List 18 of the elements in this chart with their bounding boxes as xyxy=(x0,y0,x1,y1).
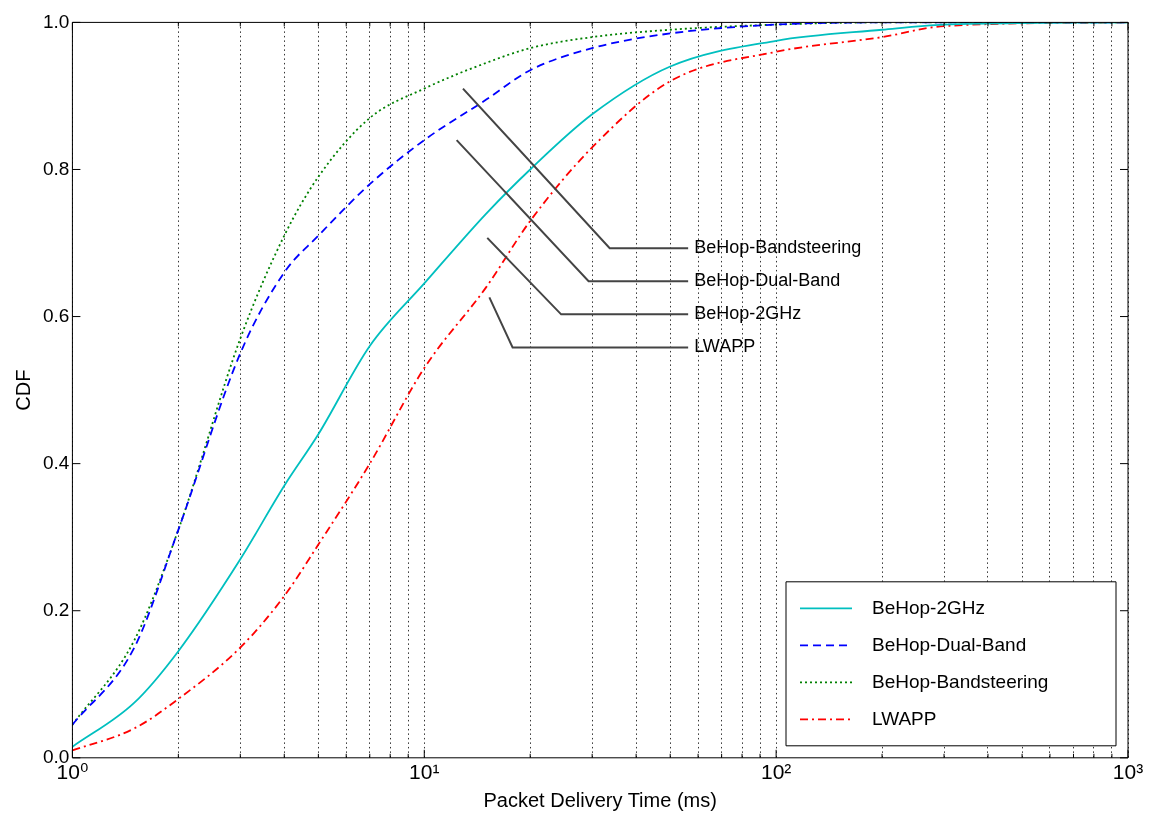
legend-label: BeHop-Dual-Band xyxy=(872,633,1027,655)
y-axis-title: CDF xyxy=(11,369,34,411)
x-tick-label: 10² xyxy=(760,760,792,784)
y-tick-label: 1.0 xyxy=(42,10,70,32)
x-tick-label: 10³ xyxy=(1112,760,1144,784)
x-axis-title: Packet Delivery Time (ms) xyxy=(483,788,717,811)
legend-label: LWAPP xyxy=(872,707,937,729)
annotation: LWAPP xyxy=(694,336,756,357)
y-tick-label: 0.2 xyxy=(42,598,70,620)
annotation: BeHop-Bandsteering xyxy=(694,237,862,258)
legend-label: BeHop-Bandsteering xyxy=(872,670,1049,692)
y-tick-label: 0.8 xyxy=(42,157,70,179)
legend-label: BeHop-2GHz xyxy=(872,596,985,618)
x-tick-label: 10¹ xyxy=(409,760,440,784)
annotation: BeHop-Dual-Band xyxy=(694,270,841,291)
y-tick-label: 0.6 xyxy=(42,304,70,326)
y-tick-label: 0.4 xyxy=(42,451,70,473)
annotation: BeHop-2GHz xyxy=(694,303,802,324)
